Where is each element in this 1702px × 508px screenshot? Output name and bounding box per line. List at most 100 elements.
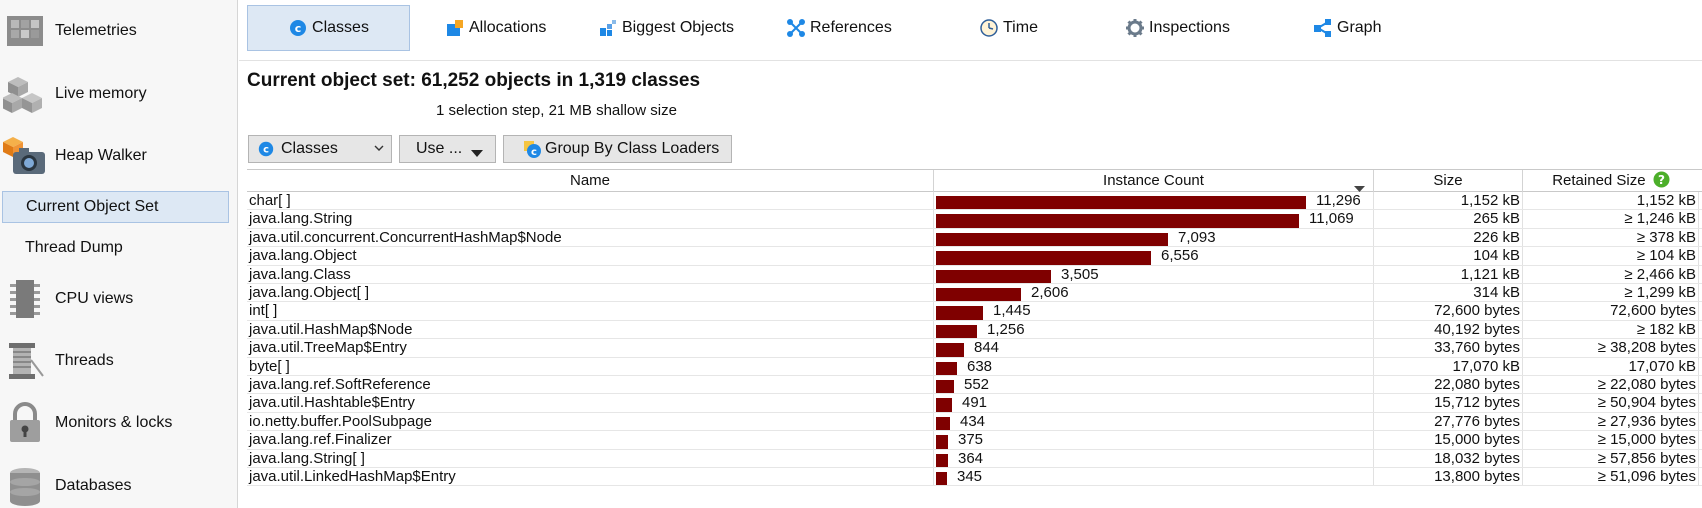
retained-size: ≥ 104 kB xyxy=(1523,247,1699,265)
instance-count-value: 844 xyxy=(974,339,1000,357)
shallow-size: 1,152 kB xyxy=(1374,192,1523,210)
tab-time[interactable]: Time xyxy=(979,5,1038,51)
instance-count-value: 491 xyxy=(962,394,988,412)
shallow-size: 15,000 bytes xyxy=(1374,431,1523,449)
sidebar-subitem-current-object-set[interactable]: Current Object Set xyxy=(2,191,229,223)
instance-count-cell: 1,445 xyxy=(934,302,1374,320)
table-row[interactable]: java.util.TreeMap$Entry 844 33,760 bytes… xyxy=(247,339,1702,358)
table-row[interactable]: java.util.HashMap$Node 1,256 40,192 byte… xyxy=(247,320,1702,340)
allocations-icon xyxy=(445,18,465,38)
class-name: java.lang.Object[ ] xyxy=(247,284,934,302)
monitors-locks-icon xyxy=(3,402,49,444)
class-name: java.lang.String xyxy=(247,210,934,228)
help-icon[interactable]: ? xyxy=(1653,171,1670,195)
references-icon xyxy=(786,18,806,38)
tab-classes[interactable]: c Classes xyxy=(247,5,410,51)
threads-icon xyxy=(3,340,49,382)
tab-label: Graph xyxy=(1337,19,1382,36)
instance-count-value: 434 xyxy=(960,412,986,430)
view-select[interactable]: c Classes xyxy=(248,135,392,163)
table-row[interactable]: java.lang.Object 6,556 104 kB ≥ 104 kB xyxy=(247,247,1702,266)
chevron-down-icon xyxy=(373,140,385,161)
class-name: java.util.HashMap$Node xyxy=(247,320,934,339)
instance-count-value: 6,556 xyxy=(1161,247,1199,265)
instance-count-value: 552 xyxy=(964,376,990,393)
table-row[interactable]: java.util.LinkedHashMap$Entry 345 13,800… xyxy=(247,468,1702,487)
instance-count-bar xyxy=(936,453,948,467)
databases-icon xyxy=(3,465,49,507)
shallow-size: 15,712 bytes xyxy=(1374,394,1523,412)
instance-count-value: 3,505 xyxy=(1061,265,1099,283)
sidebar-item-monitors-locks[interactable]: Monitors & locks xyxy=(0,395,237,451)
table-row[interactable]: byte[ ] 638 17,070 kB 17,070 kB xyxy=(247,357,1702,376)
instance-count-cell: 2,606 xyxy=(934,284,1374,302)
sidebar-item-heap-walker[interactable]: Heap Walker xyxy=(0,128,237,184)
sidebar-item-databases[interactable]: Databases xyxy=(0,458,237,508)
group-by-class-loaders-button[interactable]: c Group By Class Loaders xyxy=(503,135,732,163)
retained-size: ≥ 2,466 kB xyxy=(1523,265,1699,283)
sidebar-item-threads[interactable]: Threads xyxy=(0,333,237,389)
tab-label: Biggest Objects xyxy=(622,19,735,36)
instance-count-cell: 491 xyxy=(934,394,1374,412)
class-name: java.util.concurrent.ConcurrentHashMap$N… xyxy=(247,228,934,247)
instance-count-bar xyxy=(936,232,1168,247)
column-header-retained-size[interactable]: Retained Size ? xyxy=(1523,170,1699,192)
sidebar-item-cpu-views[interactable]: CPU views xyxy=(0,271,237,327)
shallow-size: 1,121 kB xyxy=(1374,265,1523,283)
sidebar-item-label: Heap Walker xyxy=(55,147,147,164)
table-row[interactable]: int[ ] 1,445 72,600 bytes 72,600 bytes xyxy=(247,302,1702,321)
table-row[interactable]: java.lang.Object[ ] 2,606 314 kB ≥ 1,299… xyxy=(247,284,1702,303)
sidebar-subitem-thread-dump[interactable]: Thread Dump xyxy=(2,232,229,264)
column-header-name[interactable]: Name xyxy=(247,170,934,192)
sidebar: Telemetries Live memory Heap Walker Curr… xyxy=(0,0,238,508)
class-name: java.lang.Class xyxy=(247,265,934,283)
class-name: java.lang.ref.Finalizer xyxy=(247,431,934,449)
table-row[interactable]: java.lang.String[ ] 364 18,032 bytes ≥ 5… xyxy=(247,449,1702,468)
class-name: java.lang.String[ ] xyxy=(247,449,934,467)
page-subtitle: 1 selection step, 21 MB shallow size xyxy=(436,102,677,119)
instance-count-cell: 11,069 xyxy=(934,210,1374,228)
inspections-icon xyxy=(1125,18,1145,38)
table-row[interactable]: java.lang.ref.Finalizer 375 15,000 bytes… xyxy=(247,431,1702,450)
instance-count-value: 11,069 xyxy=(1309,210,1354,228)
tab-references[interactable]: References xyxy=(786,5,892,51)
classes-icon: c xyxy=(257,140,275,158)
instance-count-cell: 3,505 xyxy=(934,265,1374,283)
tab-allocations[interactable]: Allocations xyxy=(445,5,546,51)
caret-down-icon xyxy=(471,145,483,163)
live-memory-icon xyxy=(2,73,49,115)
table-row[interactable]: char[ ] 11,296 1,152 kB 1,152 kB xyxy=(247,192,1702,211)
table-row[interactable]: java.lang.ref.SoftReference 552 22,080 b… xyxy=(247,376,1702,395)
instance-count-value: 364 xyxy=(958,449,984,467)
page-title: Current object set: 61,252 objects in 1,… xyxy=(247,70,701,91)
table-row[interactable]: java.util.Hashtable$Entry 491 15,712 byt… xyxy=(247,394,1702,413)
tab-label: Inspections xyxy=(1149,19,1230,36)
table-row[interactable]: java.lang.Class 3,505 1,121 kB ≥ 2,466 k… xyxy=(247,265,1702,284)
column-header-size[interactable]: Size xyxy=(1374,170,1523,192)
instance-count-cell: 6,556 xyxy=(934,247,1374,265)
instance-count-value: 11,296 xyxy=(1316,192,1361,209)
column-header-instance-count[interactable]: Instance Count xyxy=(934,170,1374,192)
instance-count-cell: 552 xyxy=(934,376,1374,394)
tab-graph[interactable]: Graph xyxy=(1313,5,1381,51)
retained-size: ≥ 22,080 bytes xyxy=(1523,376,1699,394)
tab-inspections[interactable]: Inspections xyxy=(1125,5,1230,51)
retained-size: ≥ 50,904 bytes xyxy=(1523,394,1699,412)
instance-count-value: 1,256 xyxy=(987,320,1025,338)
instance-count-cell: 364 xyxy=(934,449,1374,467)
tab-biggest-objects[interactable]: Biggest Objects xyxy=(598,5,734,51)
instance-count-value: 638 xyxy=(967,357,993,375)
heap-walker-icon xyxy=(3,135,49,177)
svg-text:c: c xyxy=(531,147,537,158)
time-icon xyxy=(979,18,999,38)
table-row[interactable]: io.netty.buffer.PoolSubpage 434 27,776 b… xyxy=(247,412,1702,432)
tab-label: Allocations xyxy=(469,19,547,36)
use-button[interactable]: Use ... xyxy=(399,135,496,163)
shallow-size: 17,070 kB xyxy=(1374,357,1523,375)
class-name: char[ ] xyxy=(247,192,934,210)
shallow-size: 33,760 bytes xyxy=(1374,339,1523,357)
table-row[interactable]: java.util.concurrent.ConcurrentHashMap$N… xyxy=(247,228,1702,248)
sidebar-item-live-memory[interactable]: Live memory xyxy=(0,66,237,122)
table-row[interactable]: java.lang.String 11,069 265 kB ≥ 1,246 k… xyxy=(247,210,1702,229)
sidebar-item-telemetries[interactable]: Telemetries xyxy=(0,3,237,59)
